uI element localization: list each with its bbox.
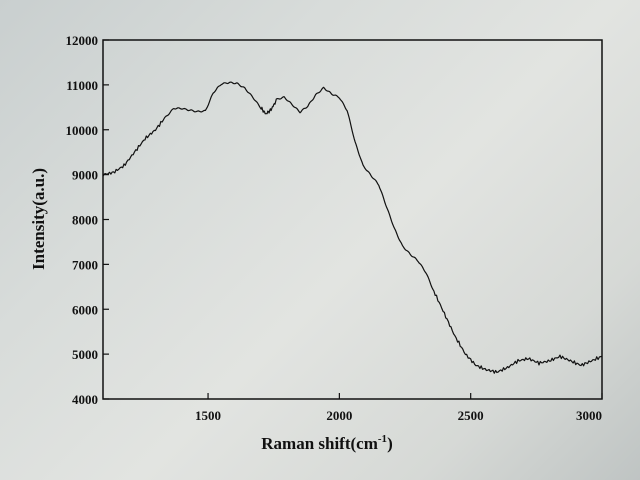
y-tick-label: 6000 [72,302,98,317]
y-tick-label: 11000 [66,78,98,93]
x-axis-title-main: Raman shift(cm [261,434,378,453]
y-tick-label: 10000 [66,123,99,138]
y-tick-label: 9000 [72,168,98,183]
spectrum-line [102,81,603,374]
plot-frame [102,39,603,400]
y-axis-title: Intensity(a.u.) [29,168,48,270]
y-tick-label: 4000 [72,392,98,407]
y-tick-label: 12000 [66,33,99,48]
x-axis-title: Raman shift(cm-1) [261,433,392,453]
y-tick-label: 7000 [72,257,98,272]
x-tick-label: 1500 [195,408,221,423]
x-axis-title-tail: ) [387,434,393,453]
x-tick-label: 2500 [458,408,484,423]
x-tick-label: 3000 [576,408,602,423]
y-axis: 4000 5000 6000 7000 8000 9000 10000 11000 12000 [66,33,109,407]
y-tick-label: 5000 [72,347,98,362]
x-axis-title-sup: -1 [378,433,387,445]
x-tick-label: 2000 [326,408,352,423]
x-axis: 1500 2000 2500 3000 [195,393,603,423]
y-tick-label: 8000 [72,213,98,228]
